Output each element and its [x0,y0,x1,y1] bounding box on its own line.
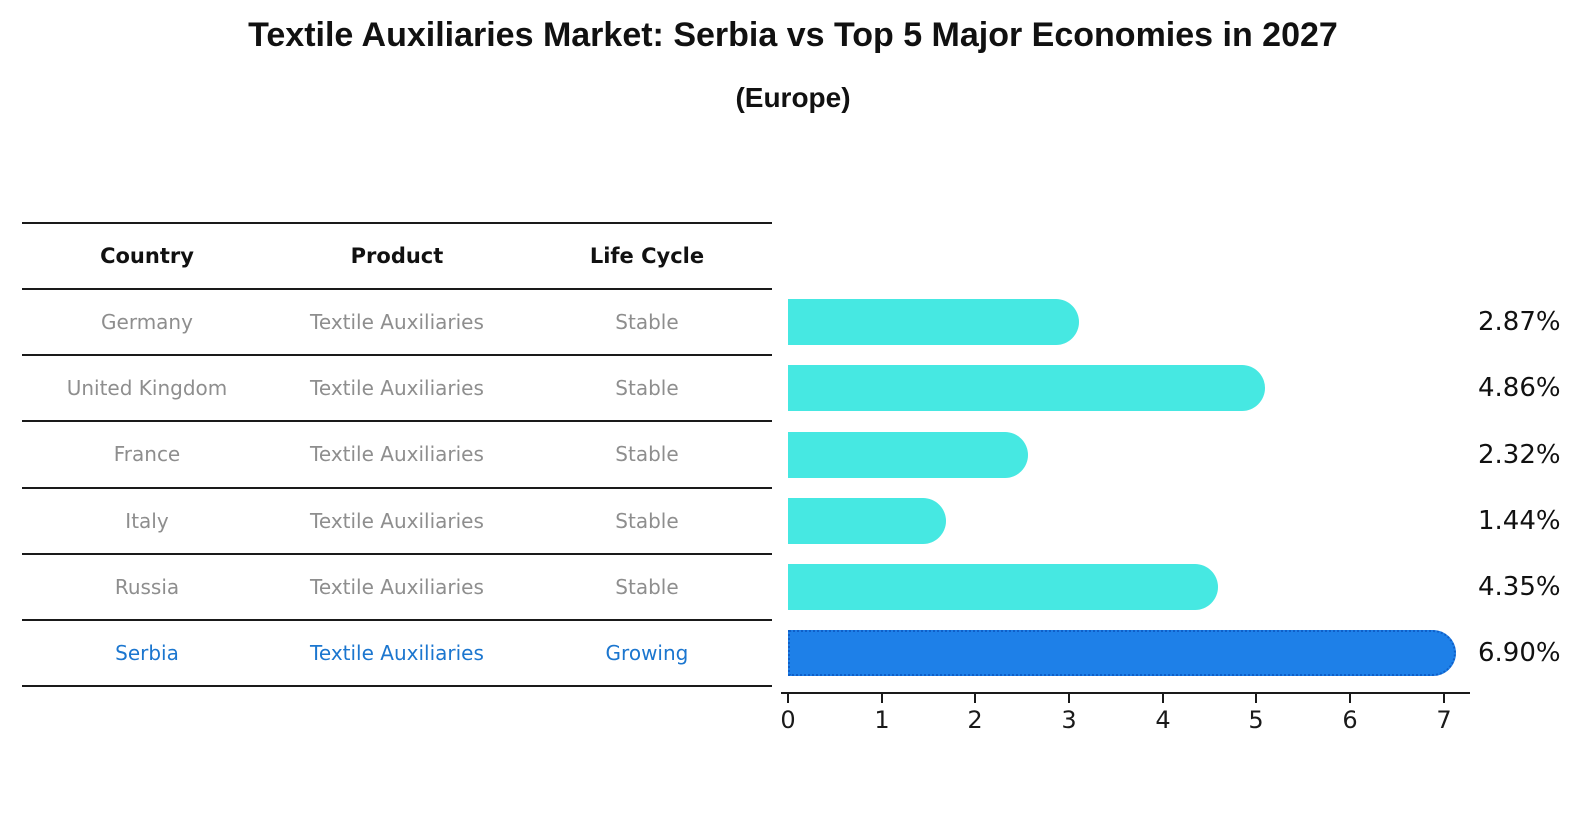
x-tick-label: 5 [1248,706,1264,734]
cell-product: Textile Auxiliaries [310,508,484,533]
bar-value-label: 2.87% [1478,307,1561,337]
cell-product: Textile Auxiliaries [310,641,484,666]
bar-russia [788,564,1218,610]
cell-life-cycle: Stable [615,508,679,533]
bar-value-label: 4.86% [1478,373,1561,403]
x-tick-label: 0 [780,706,796,734]
x-tick-label: 4 [1155,706,1171,734]
x-axis-line [781,692,1470,694]
chart-subtitle: (Europe) [735,82,851,113]
x-tick-label: 7 [1436,706,1452,734]
bar-value-label: 2.32% [1478,440,1561,470]
x-tick-mark [881,694,883,703]
x-tick-mark [1349,694,1351,703]
cell-product: Textile Auxiliaries [310,310,484,335]
x-tick-label: 2 [967,706,983,734]
x-tick-mark [1443,694,1445,703]
chart-title: Textile Auxiliaries Market: Serbia vs To… [248,16,1338,54]
table-row-united-kingdom: United Kingdom Textile Auxiliaries Stabl… [22,356,772,423]
header-life-cycle: Life Cycle [589,244,705,268]
cell-life-cycle: Stable [615,442,679,467]
bar-italy [788,498,946,544]
bar-value-label: 4.35% [1478,572,1561,602]
cell-life-cycle: Stable [615,574,679,599]
cell-life-cycle: Stable [615,376,679,401]
x-tick-label: 3 [1061,706,1077,734]
cell-product: Textile Auxiliaries [310,442,484,467]
cell-country: United Kingdom [66,376,228,401]
x-tick-label: 6 [1342,706,1358,734]
cell-country: Russia [114,574,180,599]
cell-life-cycle: Growing [605,641,689,666]
bar-united-kingdom [788,365,1265,411]
bar-germany [788,299,1079,345]
bar-france [788,432,1028,478]
header-country: Country [100,244,194,268]
cell-country: Italy [125,508,169,533]
x-tick-label: 1 [874,706,890,734]
header-product: Product [350,244,444,268]
x-tick-mark [974,694,976,703]
table-header-row: Country Product Life Cycle [22,224,772,290]
cell-product: Textile Auxiliaries [310,574,484,599]
bar-value-label: 1.44% [1478,506,1561,536]
x-tick-mark [1162,694,1164,703]
bar-value-label: 6.90% [1478,638,1561,668]
cell-country: France [113,442,181,467]
table-row-france: France Textile Auxiliaries Stable [22,422,772,489]
x-tick-mark [787,694,789,703]
x-tick-mark [1255,694,1257,703]
cell-country: Germany [101,310,193,335]
x-tick-mark [1068,694,1070,703]
cell-life-cycle: Stable [615,310,679,335]
table-row-germany: Germany Textile Auxiliaries Stable [22,290,772,357]
cell-product: Textile Auxiliaries [310,376,484,401]
table-row-russia: Russia Textile Auxiliaries Stable [22,555,772,621]
bar-serbia [788,630,1456,676]
cell-country: Serbia [115,641,179,666]
country-table: Country Product Life Cycle Germany Texti… [22,222,772,688]
table-row-italy: Italy Textile Auxiliaries Stable [22,489,772,555]
table-row-serbia: Serbia Textile Auxiliaries Growing [22,621,772,688]
